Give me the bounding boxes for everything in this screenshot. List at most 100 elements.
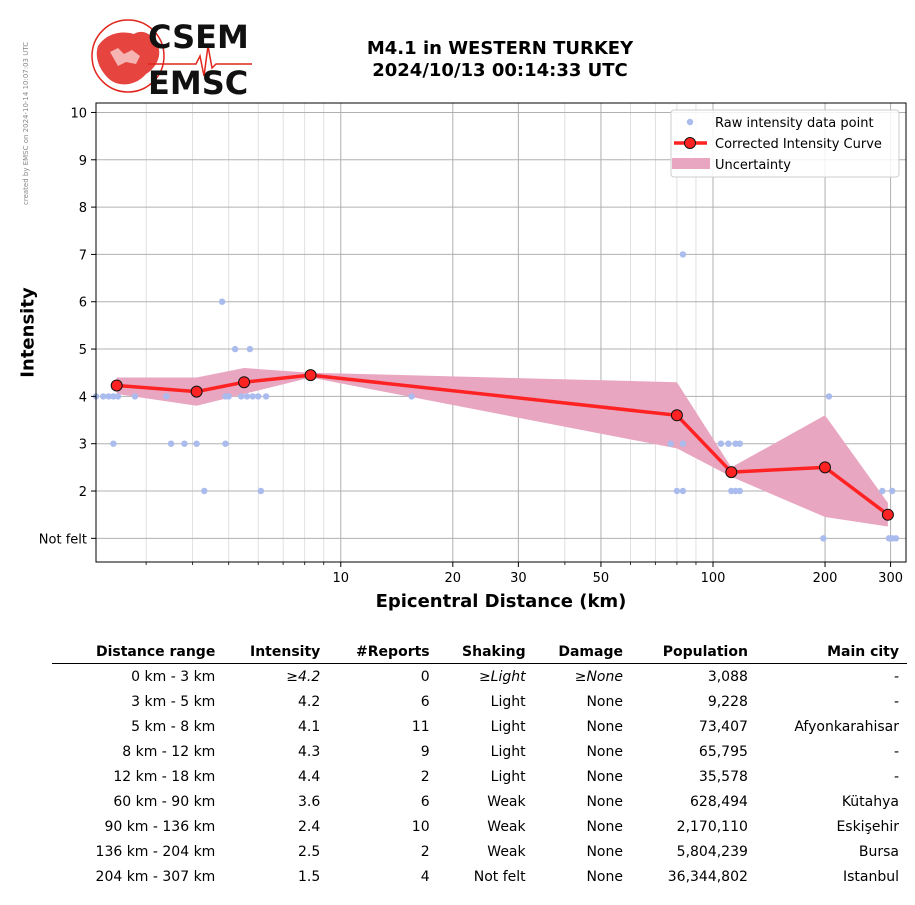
raw-data-point (673, 487, 681, 495)
corrected-curve-point (725, 466, 738, 479)
table-cell: 35,578 (698, 768, 748, 785)
corrected-curve-point (238, 376, 251, 389)
chart-title: M4.1 in WESTERN TURKEY 2024/10/13 00:14:… (300, 38, 700, 82)
table-cell: 36,344,802 (667, 868, 748, 885)
raw-data-point (249, 393, 256, 400)
table-cell: ≥4.2 (286, 668, 321, 685)
raw-points (92, 251, 900, 542)
raw-data-point (105, 393, 112, 400)
table-header-cell: Population (630, 640, 756, 664)
corrected-curve-point (819, 461, 831, 474)
plot-frame (95, 102, 907, 563)
table-cell: ≥None (574, 668, 623, 685)
raw-data-point (167, 440, 175, 447)
legend-uncertainty-swatch (672, 158, 710, 169)
raw-data-point (257, 487, 265, 495)
y-axis-label: Intensity (17, 287, 38, 378)
table-cell: 3 km - 5 km (131, 693, 216, 710)
y-tick-label: 10 (70, 106, 87, 121)
table-cell: 5,804,239 (676, 843, 748, 860)
table-cell: 73,407 (698, 718, 748, 735)
raw-data-point (825, 393, 833, 400)
table-cell: - (893, 693, 899, 710)
logo-emsc-text: EMSC (148, 64, 248, 100)
raw-data-point (218, 298, 226, 305)
table-cell: 0 km - 3 km (131, 668, 216, 685)
raw-data-point (231, 345, 239, 353)
raw-data-point (262, 393, 270, 400)
summary-table: Distance range Intensity #Reports Shaking Da… (52, 640, 907, 889)
uncertainty-area (116, 368, 888, 527)
table-cell: 4.2 (298, 693, 321, 710)
legend: Raw intensity data point Corrected Intens… (670, 109, 900, 178)
uncertainty-band (116, 368, 888, 527)
table-cell: None (586, 743, 623, 760)
table-cell: Light (490, 743, 526, 760)
table-cell: Istanbul (842, 868, 899, 885)
table-cell: 1.5 (298, 868, 321, 885)
table-cell: None (586, 693, 623, 710)
table-cell: Weak (487, 843, 526, 860)
x-tick-label: 30 (510, 571, 527, 586)
table-cell: Kütahya (841, 793, 899, 810)
table-cell: 9 (420, 743, 430, 760)
raw-data-point (163, 393, 170, 400)
table-cell: Weak (487, 818, 526, 835)
x-tick-label: 200 (813, 571, 838, 586)
table-cell: 12 km - 18 km (113, 768, 216, 785)
raw-data-point (408, 393, 415, 400)
table-cell: None (586, 843, 623, 860)
raw-data-point (879, 487, 886, 495)
table-cell: 90 km - 136 km (104, 818, 216, 835)
raw-data-point (222, 440, 229, 447)
table-cell: 5 km - 8 km (131, 718, 216, 735)
table-cell: 2 (420, 768, 430, 785)
table-cell: None (586, 793, 623, 810)
corrected-curve-line (116, 373, 889, 517)
y-tick-label: 3 (79, 438, 87, 453)
legend-entry-label: Corrected Intensity Curve (715, 137, 882, 152)
table-cell: 60 km - 90 km (113, 793, 216, 810)
table-cell: 204 km - 307 km (95, 868, 216, 885)
table-row: 5 km - 8 km 4.1 11 Light None 73,407 Afyonkara… (52, 714, 907, 739)
logo-csem-text: CSEM (148, 18, 249, 56)
raw-data-point (114, 393, 122, 400)
table-cell: 6 (420, 693, 430, 710)
table-cell: 6 (420, 793, 430, 810)
raw-data-point (667, 440, 674, 447)
table-cell: 4 (420, 868, 430, 885)
y-tick-label: 5 (79, 343, 87, 358)
x-axis-label: Epicentral Distance (km) (376, 591, 627, 612)
raw-data-point (736, 440, 743, 447)
corrected-curve-point (881, 508, 894, 521)
csem-emsc-logo: CSEM EMSC (88, 16, 258, 102)
table-row: 12 km - 18 km 4.4 2 Light None 35,578 - (52, 764, 907, 789)
table-cell: Afyonkarahisar (794, 718, 899, 735)
table-body: 0 km - 3 km ≥4.2 0 ≥Light ≥None 3,088-3 km - … (52, 664, 907, 890)
raw-data-point (736, 487, 743, 495)
table-cell: 4.1 (298, 718, 321, 735)
legend-box (670, 109, 900, 178)
table-row: 136 km - 204 km 2.5 2 Weak None 5,804,239 Burs… (52, 839, 907, 864)
table-cell: - (893, 668, 899, 685)
corrected-curve-point (190, 385, 203, 398)
raw-data-point (243, 393, 251, 400)
corrected-curve-point (670, 409, 683, 422)
raw-data-point (131, 393, 139, 400)
raw-data-point (201, 487, 208, 495)
raw-data-point (246, 345, 254, 353)
legend-curve-marker (684, 137, 696, 149)
table-row: 60 km - 90 km 3.6 6 Weak None 628,494 Kütahya (52, 789, 907, 814)
raw-data-point (193, 440, 200, 447)
raw-data-point (892, 535, 900, 542)
table-row: 0 km - 3 km ≥4.2 0 ≥Light ≥None 3,088 - (52, 664, 907, 690)
corrected-curve-point (304, 369, 317, 382)
raw-data-point (679, 440, 687, 447)
table-cell: 0 (420, 668, 430, 685)
legend-raw-marker (686, 118, 694, 126)
y-tick-label: 2 (79, 485, 87, 500)
table-cell: 65,795 (698, 743, 748, 760)
table-cell: 10 (411, 818, 430, 835)
raw-data-point (100, 393, 107, 400)
y-tick-label: 6 (79, 296, 87, 311)
